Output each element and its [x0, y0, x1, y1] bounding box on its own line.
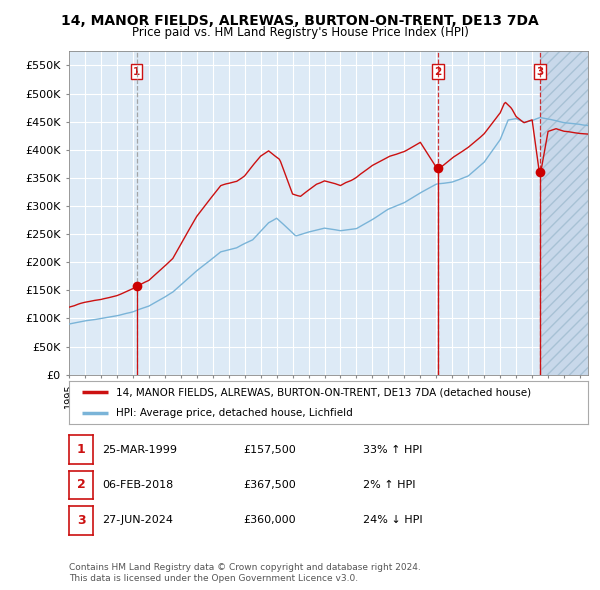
Text: Contains HM Land Registry data © Crown copyright and database right 2024.: Contains HM Land Registry data © Crown c…: [69, 563, 421, 572]
Text: 3: 3: [536, 67, 544, 77]
Text: 14, MANOR FIELDS, ALREWAS, BURTON-ON-TRENT, DE13 7DA (detached house): 14, MANOR FIELDS, ALREWAS, BURTON-ON-TRE…: [116, 387, 531, 397]
Text: £360,000: £360,000: [243, 516, 296, 525]
Text: 25-MAR-1999: 25-MAR-1999: [102, 445, 177, 454]
Text: 2: 2: [77, 478, 85, 491]
Text: £367,500: £367,500: [243, 480, 296, 490]
Text: 06-FEB-2018: 06-FEB-2018: [102, 480, 173, 490]
Text: 33% ↑ HPI: 33% ↑ HPI: [363, 445, 422, 454]
Text: 2% ↑ HPI: 2% ↑ HPI: [363, 480, 415, 490]
Text: 27-JUN-2024: 27-JUN-2024: [102, 516, 173, 525]
Text: HPI: Average price, detached house, Lichfield: HPI: Average price, detached house, Lich…: [116, 408, 352, 418]
Text: 24% ↓ HPI: 24% ↓ HPI: [363, 516, 422, 525]
Bar: [540, 51, 600, 375]
Text: 14, MANOR FIELDS, ALREWAS, BURTON-ON-TRENT, DE13 7DA: 14, MANOR FIELDS, ALREWAS, BURTON-ON-TRE…: [61, 14, 539, 28]
Text: 1: 1: [133, 67, 140, 77]
Text: 2: 2: [434, 67, 442, 77]
Text: Price paid vs. HM Land Registry's House Price Index (HPI): Price paid vs. HM Land Registry's House …: [131, 26, 469, 39]
Text: 3: 3: [77, 514, 85, 527]
Bar: [540, 51, 600, 375]
Text: This data is licensed under the Open Government Licence v3.0.: This data is licensed under the Open Gov…: [69, 574, 358, 583]
Text: £157,500: £157,500: [243, 445, 296, 454]
Text: 1: 1: [77, 443, 85, 456]
